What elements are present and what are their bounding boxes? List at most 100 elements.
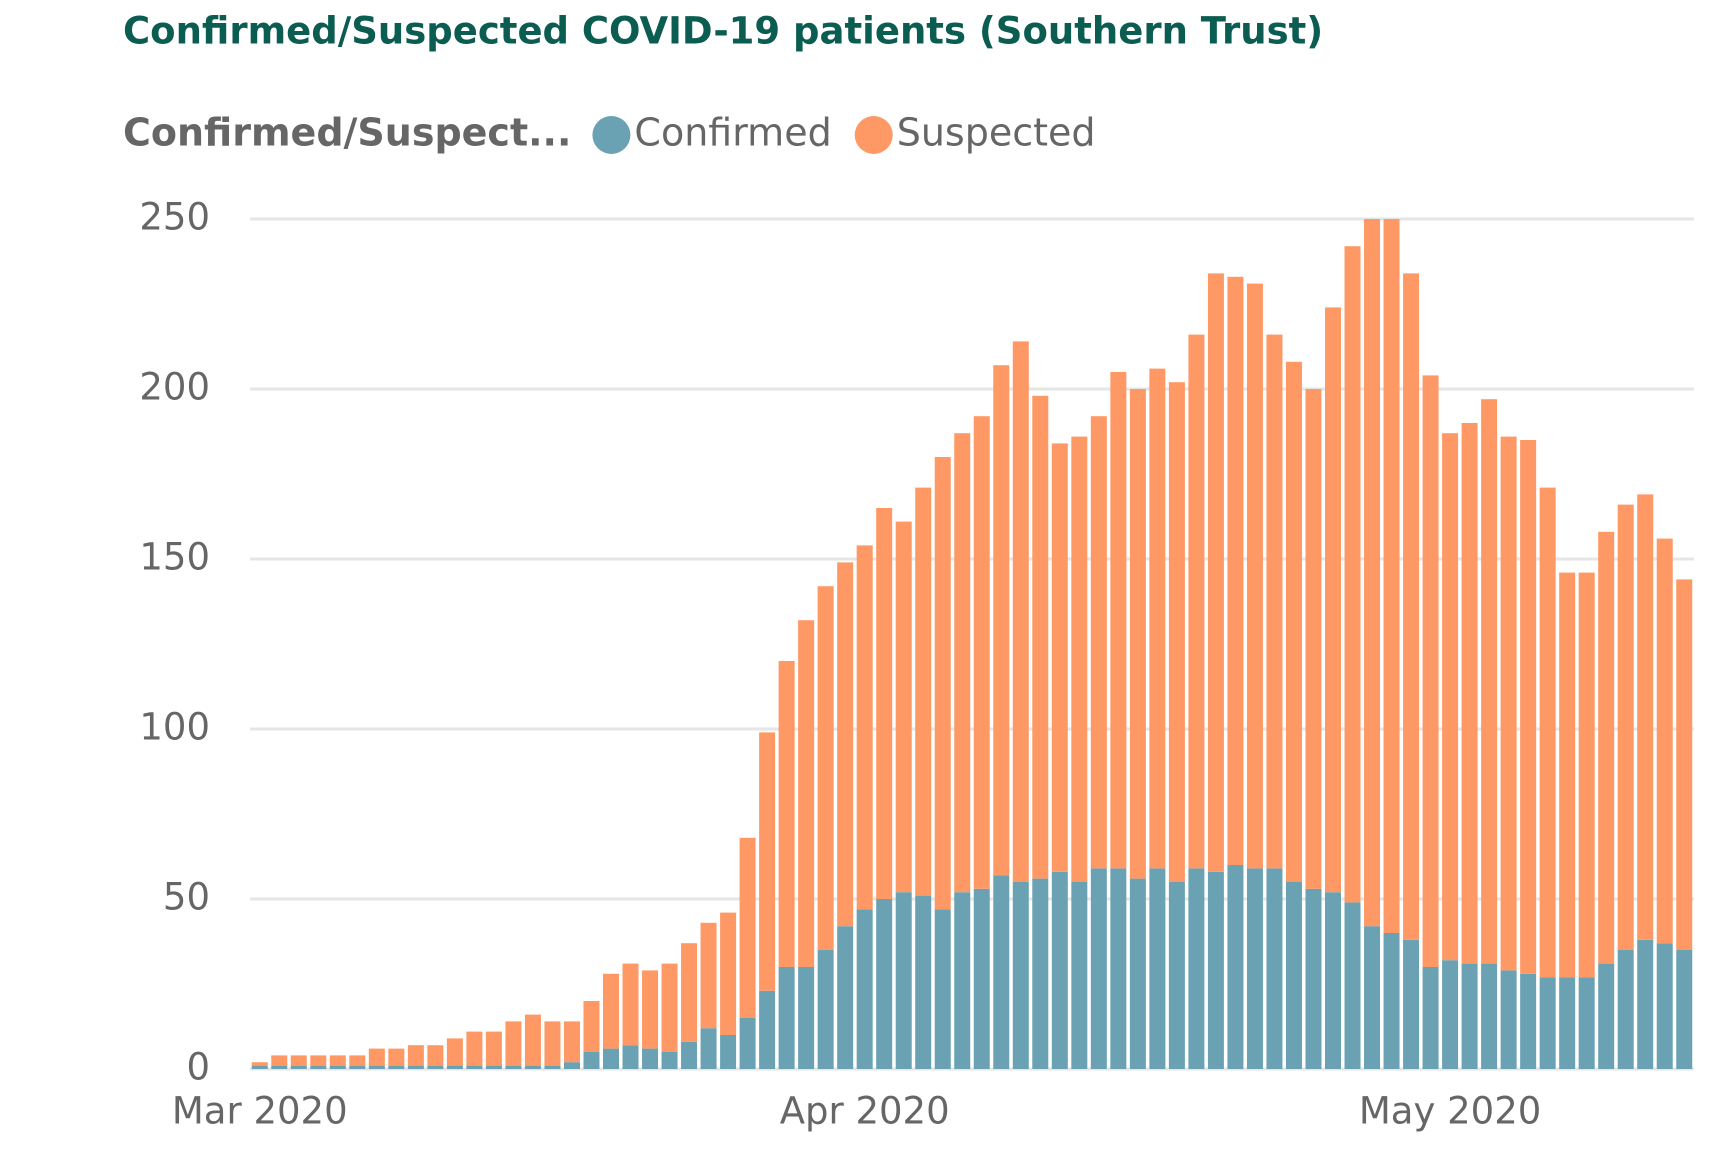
bar-segment [1129, 389, 1146, 879]
bar-segment [1656, 943, 1673, 1069]
bar-segment [1500, 436, 1517, 971]
bar-segment [1598, 963, 1615, 1069]
bar-segment [1442, 960, 1459, 1069]
bar-segment [1422, 375, 1439, 967]
bar-segment [778, 661, 795, 967]
bar-segment [251, 1065, 268, 1069]
bar-segment [1598, 531, 1615, 964]
bar-segment [466, 1031, 483, 1066]
bar-segment [1364, 219, 1381, 927]
bar-segment [1168, 882, 1185, 1069]
bar-segment [720, 1035, 737, 1069]
bar-segment [1344, 246, 1361, 903]
bar-segment [1051, 871, 1068, 1069]
bar-segment [290, 1055, 307, 1066]
bar-segment [1305, 389, 1322, 889]
x-tick-label: Mar 2020 [172, 1090, 348, 1133]
bar-segment [622, 963, 639, 1046]
y-tick-label: 250 [139, 196, 210, 239]
bar-segment [1012, 341, 1029, 882]
bar-segment [1559, 977, 1576, 1069]
bar-segment [1520, 440, 1537, 974]
bar-segment [1149, 368, 1166, 869]
bar-segment [368, 1065, 385, 1069]
bar-segment [876, 899, 893, 1069]
bar-segment [271, 1065, 288, 1069]
bar-segment [1051, 443, 1068, 872]
bar-segment [1305, 888, 1322, 1069]
bar-segment [388, 1065, 405, 1069]
bar-segment [388, 1048, 405, 1066]
bar-segment [1442, 433, 1459, 961]
bar-segment [1637, 494, 1654, 940]
bar-segment [1012, 882, 1029, 1069]
bar-segment [1266, 868, 1283, 1069]
bar-segment [895, 521, 912, 893]
bar-segment [446, 1038, 463, 1066]
bar-segment [1071, 882, 1088, 1069]
bar-segment [1520, 973, 1537, 1069]
bar-segment [661, 963, 678, 1052]
bar-segment [1539, 977, 1556, 1069]
bar-segment [1481, 399, 1498, 964]
bar-segment [1071, 436, 1088, 882]
bar-segment [856, 545, 873, 910]
legend-title: Confirmed/Suspect... [123, 111, 571, 155]
bar-segment [505, 1021, 522, 1066]
bar-segment [993, 875, 1010, 1069]
bar-segment [876, 508, 893, 899]
legend-marker [592, 116, 631, 154]
bar-segment [1149, 868, 1166, 1069]
bar-segment [895, 892, 912, 1069]
bar-segment [524, 1065, 541, 1069]
bar-segment [1188, 868, 1205, 1069]
bar-segment [1129, 878, 1146, 1069]
bar-segment [485, 1065, 502, 1069]
bar-segment [1559, 572, 1576, 978]
bar-segment [1500, 970, 1517, 1069]
bar-segment [563, 1021, 580, 1063]
bar-segment [720, 912, 737, 1035]
bar-segment [837, 926, 854, 1069]
bar-segment [505, 1065, 522, 1069]
bar-segment [739, 1018, 756, 1069]
bar-segment [973, 888, 990, 1069]
bar-segment [622, 1045, 639, 1069]
bar-segment [1637, 939, 1654, 1069]
bar-segment [759, 732, 776, 991]
bar-segment [1617, 504, 1634, 950]
bar-segment [329, 1065, 346, 1069]
bar-segment [681, 1041, 698, 1069]
bar-segment [739, 837, 756, 1018]
bar-segment [602, 973, 620, 1049]
bar-segment [1090, 416, 1107, 869]
bar-segment [1207, 273, 1224, 872]
bar-segment [817, 586, 834, 950]
bar-segment [427, 1065, 444, 1069]
bar-segment [1227, 865, 1244, 1069]
bar-segment [1461, 963, 1478, 1069]
bar-segment [934, 457, 951, 910]
bar-segment [1090, 868, 1107, 1069]
bar-segment [1481, 963, 1498, 1069]
bar-segment [349, 1065, 366, 1069]
bar-segment [1539, 487, 1556, 978]
bar-segment [856, 909, 873, 1069]
bar-segment [407, 1045, 424, 1066]
bar-segment [1032, 878, 1049, 1069]
bar-segment [1168, 382, 1185, 882]
bar-segment [583, 1052, 600, 1069]
bar-segment [310, 1055, 327, 1066]
bar-segment [1617, 950, 1634, 1069]
bar-segment [1246, 868, 1263, 1069]
bar-segment [1461, 423, 1478, 964]
bar-segment [466, 1065, 483, 1069]
bar-segment [700, 922, 717, 1029]
bar-segment [798, 967, 815, 1069]
bar-segment [1110, 868, 1127, 1069]
bar-segment [563, 1062, 580, 1069]
bar-segment [661, 1052, 678, 1069]
bar-segment [271, 1055, 288, 1066]
bar-segment [544, 1065, 561, 1069]
bar-segment [915, 895, 932, 1069]
